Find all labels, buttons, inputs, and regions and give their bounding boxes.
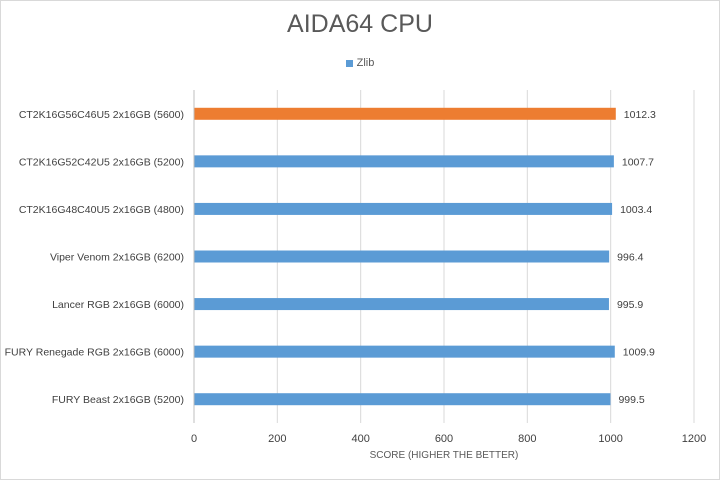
legend-swatch-zlib: [345, 59, 353, 67]
bar: [194, 107, 616, 120]
x-axis-label: SCORE (HIGHER THE BETTER): [369, 450, 519, 461]
bar-value-label: 1003.4: [620, 204, 652, 216]
y-category-label: FURY Renegade RGB 2x16GB (6000): [5, 347, 184, 359]
x-tick-label: 600: [435, 433, 453, 445]
chart-legend: Zlib: [1, 57, 719, 69]
y-category-label: CT2K16G52C42U5 2x16GB (5200): [19, 156, 184, 168]
bar: [194, 202, 613, 215]
y-category-label: CT2K16G48C40U5 2x16GB (4800): [19, 204, 184, 216]
x-tick-label: 0: [191, 433, 197, 445]
bar: [194, 298, 609, 311]
bar-value-label: 1012.3: [624, 109, 656, 121]
y-category-label: CT2K16G56C46U5 2x16GB (5600): [19, 109, 184, 121]
x-tick-label: 200: [268, 433, 286, 445]
bar: [194, 155, 614, 168]
bar: [194, 393, 611, 406]
bar-value-label: 995.9: [617, 299, 643, 311]
bar: [194, 345, 615, 358]
bar-value-label: 999.5: [618, 394, 644, 406]
legend-label-zlib: Zlib: [356, 57, 375, 69]
chart-title: AIDA64 CPU: [287, 10, 433, 38]
bar: [194, 250, 610, 263]
y-category-label: Viper Venom 2x16GB (6200): [50, 252, 184, 264]
x-tick-label: 1200: [682, 433, 706, 445]
bar-value-label: 996.4: [617, 252, 643, 264]
y-category-label: FURY Beast 2x16GB (5200): [52, 394, 184, 406]
y-category-label: Lancer RGB 2x16GB (6000): [52, 299, 184, 311]
bar-value-label: 1007.7: [622, 156, 654, 168]
x-tick-label: 400: [351, 433, 369, 445]
x-tick-label: 800: [518, 433, 536, 445]
x-tick-label: 1000: [598, 433, 622, 445]
bar-value-label: 1009.9: [623, 347, 655, 359]
